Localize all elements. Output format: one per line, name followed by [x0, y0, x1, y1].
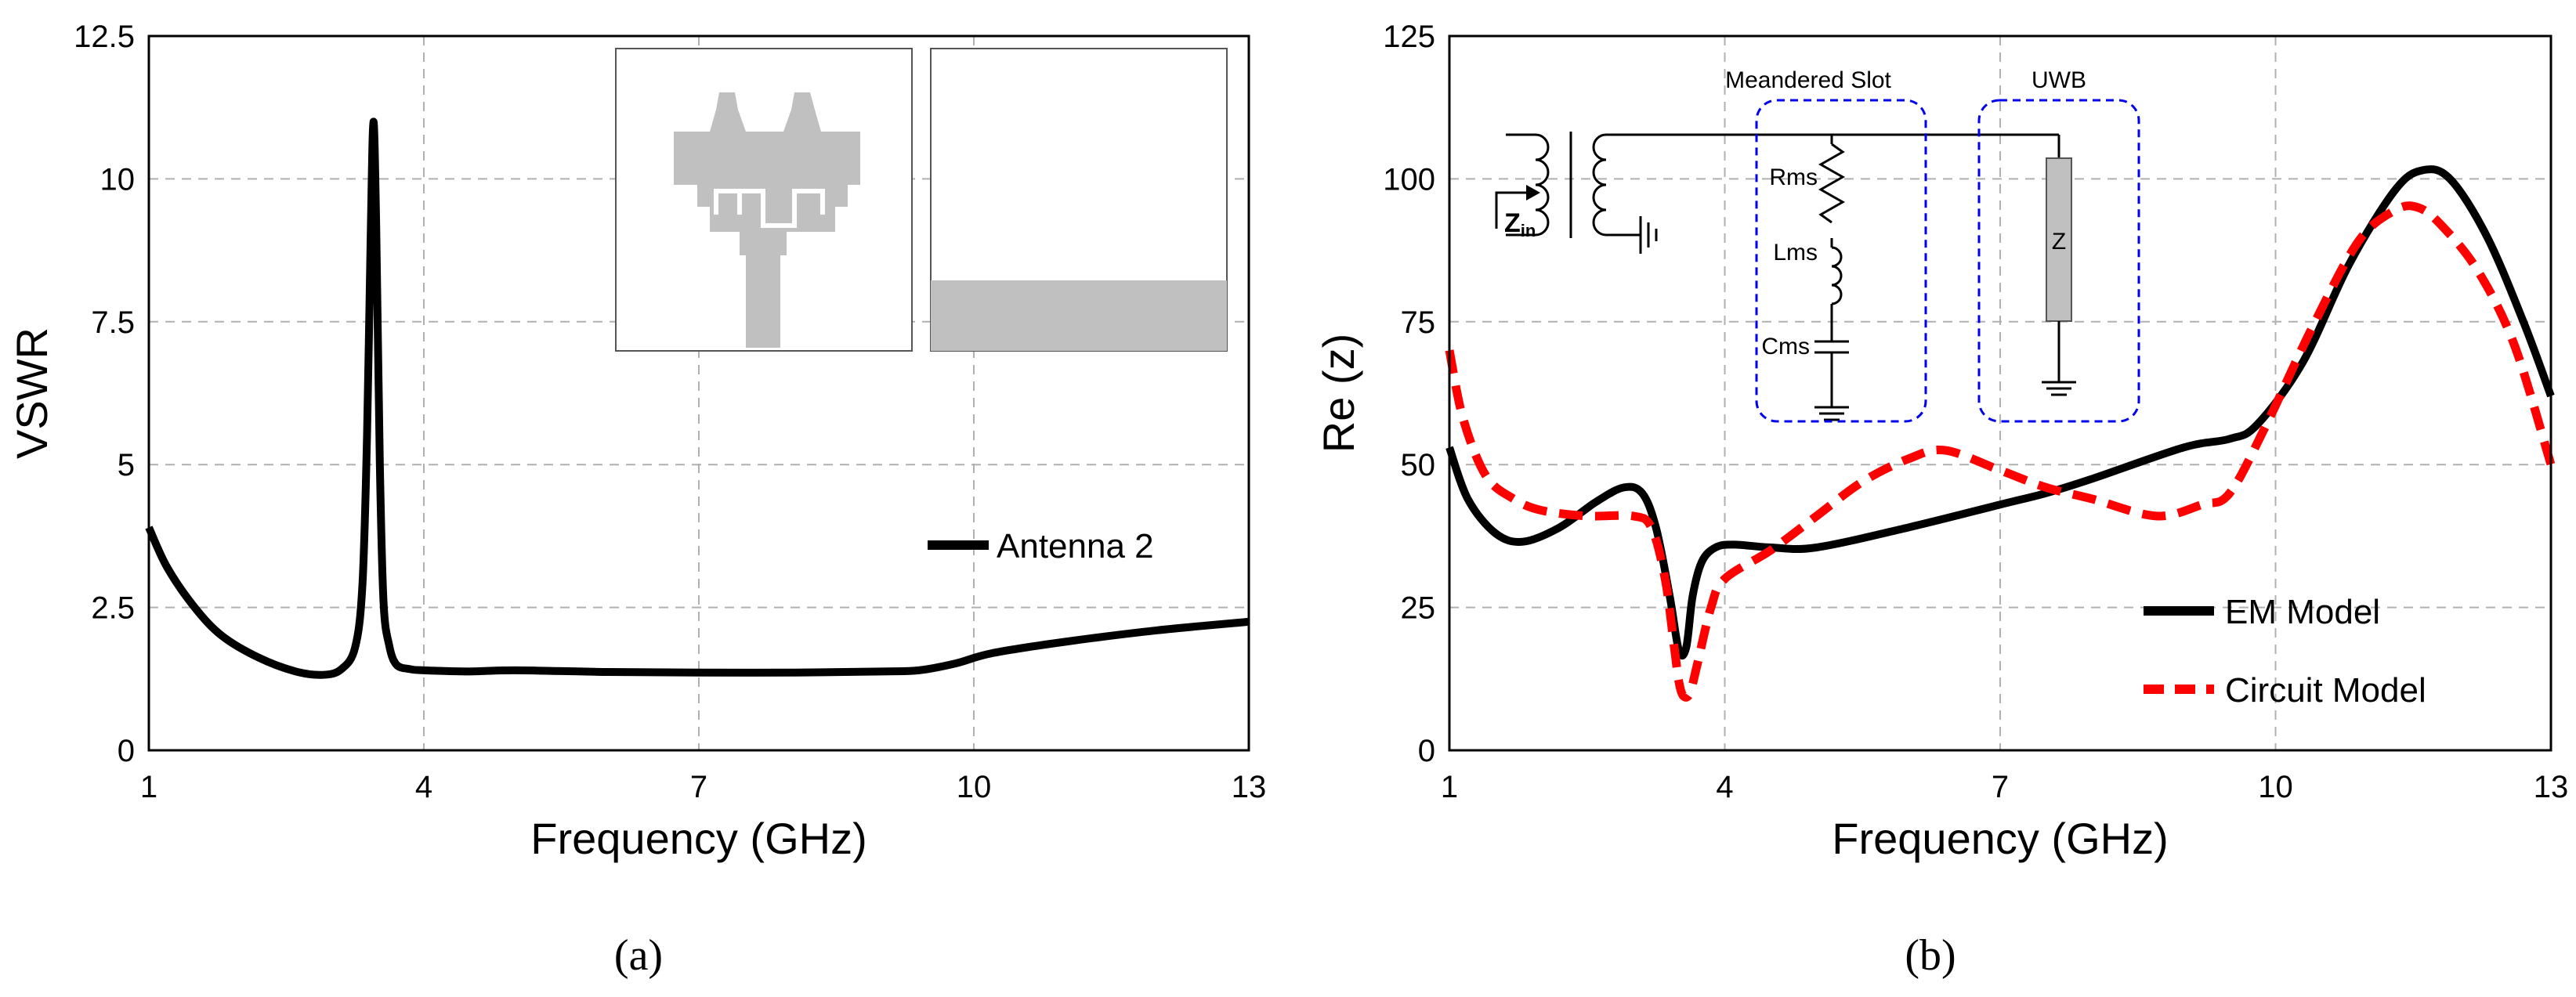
chart-a-xtick-label-4: 13	[1232, 770, 1267, 804]
chart-b-panel-label: (b)	[1905, 931, 1956, 980]
series-line-circuit-model	[1445, 201, 2556, 702]
transformer-secondary-coil	[1592, 133, 1607, 237]
series-line-em-model	[1445, 165, 2555, 660]
chart-b-series	[1445, 165, 2556, 702]
circuit-label-zin-sub: in	[1521, 221, 1536, 240]
chart-b-xtick-label-1: 4	[1716, 770, 1733, 804]
antenna-back-inset	[930, 48, 1228, 352]
circuit-label-slot-group: Meandered Slot	[1725, 67, 1891, 93]
circuit-label-zin: Zin	[1504, 208, 1536, 240]
equivalent-circuit-labels: Meandered Slot UWB Rms Lms Cms Z Zin	[1504, 67, 2086, 359]
chart-b-ytick-label-0: 0	[1418, 734, 1435, 768]
meandered-slot-shape	[714, 189, 825, 228]
resistor-rms-symbol	[1818, 143, 1846, 224]
chart-a-panel-label: (a)	[614, 931, 663, 980]
chart-a-xlabel: Frequency (GHz)	[530, 814, 867, 863]
chart-b: Meandered Slot UWB Rms Lms Cms Z Zin 0 25…	[1314, 20, 2568, 980]
uwb-group-box	[1977, 99, 2140, 423]
chart-a-ytick-label-5: 12.5	[74, 20, 135, 54]
antenna-front-inset	[615, 48, 913, 352]
inductor-lms-symbol	[1831, 246, 1843, 305]
chart-b-x-ticks: 1 4 7 10 13	[1441, 770, 2568, 804]
chart-b-ytick-label-5: 125	[1383, 20, 1435, 54]
legend-label-circuit-model: Circuit Model	[2225, 671, 2426, 710]
ground-plane-shape	[931, 280, 1227, 351]
chart-b-gridlines	[1449, 36, 2551, 750]
antenna-patch-shape	[674, 92, 860, 348]
chart-a-ytick-label-3: 7.5	[91, 305, 135, 340]
circuit-label-rms: Rms	[1769, 164, 1818, 190]
chart-b-xtick-label-4: 13	[2534, 770, 2569, 804]
chart-a-ytick-label-4: 10	[100, 162, 136, 197]
chart-b-plot-frame	[1448, 34, 2552, 752]
chart-b-xlabel: Frequency (GHz)	[1832, 814, 2168, 863]
chart-b-xtick-label-0: 1	[1441, 770, 1458, 804]
equivalent-circuit-inset	[1495, 99, 2140, 423]
chart-b-ytick-label-4: 100	[1383, 162, 1435, 197]
circuit-label-zin-main: Z	[1504, 208, 1521, 238]
chart-b-ytick-label-3: 75	[1401, 305, 1436, 340]
chart-b-ytick-label-1: 25	[1401, 591, 1436, 626]
circuit-label-cms: Cms	[1761, 334, 1810, 359]
chart-a-series	[145, 117, 1250, 679]
chart-a-legend: Antenna 2	[928, 527, 1154, 565]
chart-a-plot-frame	[147, 34, 1250, 752]
chart-a-ytick-label-2: 5	[118, 448, 135, 482]
chart-a-ylabel: VSWR	[7, 327, 56, 459]
chart-a-x-ticks: 1 4 7 10 13	[140, 770, 1266, 804]
legend-label-antenna-2: Antenna 2	[997, 527, 1154, 565]
chart-a-xtick-label-2: 7	[690, 770, 707, 804]
chart-b-ytick-label-2: 50	[1401, 448, 1436, 482]
circuit-label-lms: Lms	[1773, 240, 1818, 266]
chart-b-xtick-label-2: 7	[1992, 770, 2009, 804]
chart-a-ytick-label-0: 0	[118, 734, 135, 768]
chart-a-xtick-label-1: 4	[415, 770, 432, 804]
chart-a-xtick-label-0: 1	[140, 770, 157, 804]
chart-b-xtick-label-3: 10	[2258, 770, 2293, 804]
chart-a-xtick-label-3: 10	[957, 770, 992, 804]
chart-b-ylabel: Re (z)	[1314, 334, 1363, 453]
transformer-primary-coil	[1535, 133, 1550, 237]
legend-label-em-model: EM Model	[2225, 593, 2380, 631]
chart-a: 0 2.5 5 7.5 10 12.5 1 4 7 10 13 Frequency (GHz) V…	[7, 20, 1266, 980]
chart-a-y-ticks: 0 2.5 5 7.5 10 12.5	[74, 20, 135, 768]
zin-arrow-icon	[1495, 191, 1526, 229]
chart-b-y-ticks: 0 25 50 75 100 125	[1383, 20, 1435, 768]
impedance-z-symbol	[2046, 157, 2072, 322]
series-line-antenna-2	[145, 117, 1250, 679]
meandered-slot-group-box	[1755, 99, 1927, 423]
chart-b-legend: EM Model Circuit Model	[2144, 593, 2426, 710]
circuit-label-z: Z	[2052, 229, 2066, 255]
circuit-label-uwb-group: UWB	[2031, 67, 2086, 93]
chart-a-ytick-label-1: 2.5	[91, 591, 135, 626]
